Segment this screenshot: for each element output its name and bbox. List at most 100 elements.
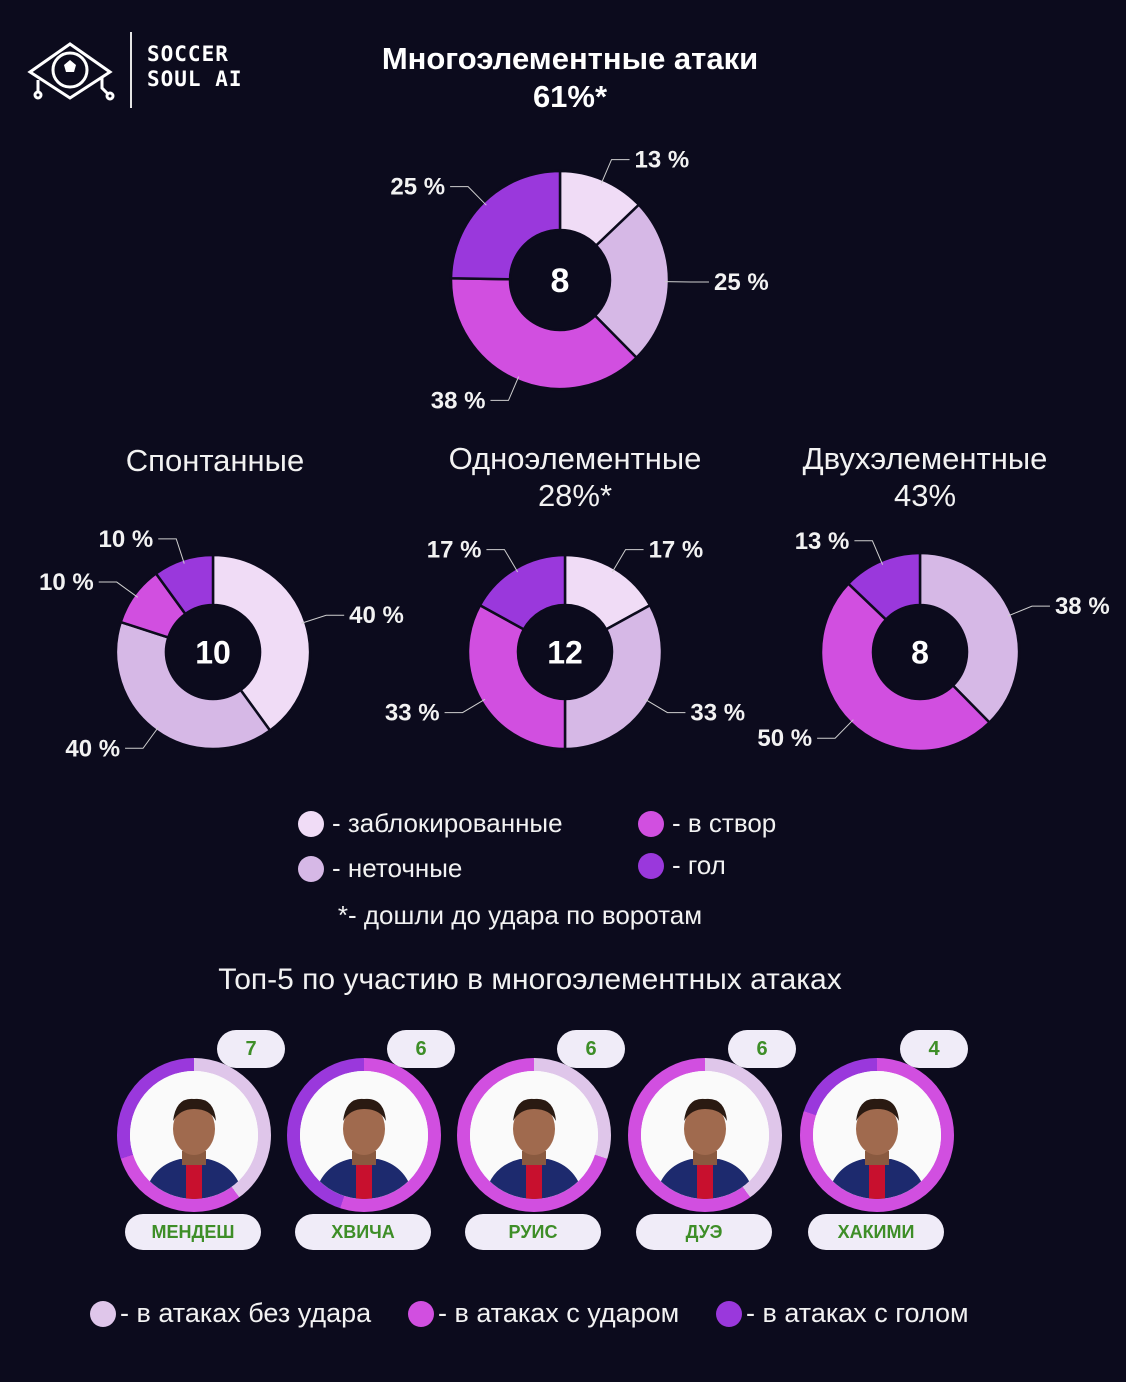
- donut-slice-0-2: [449, 277, 639, 391]
- slice-value-label: 10 %: [39, 569, 94, 596]
- legend-inaccurate: - неточные: [298, 853, 462, 884]
- legend-label: - в створ: [672, 808, 777, 838]
- logo: SOCCER SOUL AI: [22, 30, 272, 110]
- player-card: 6 РУИС: [457, 1030, 627, 1250]
- leader-line: [490, 376, 520, 401]
- slice-value-label: 38 %: [431, 387, 486, 414]
- chart-title-text: Спонтанные: [125, 443, 305, 478]
- player-name: ДУЭ: [636, 1214, 772, 1250]
- leader-line: [1007, 605, 1050, 617]
- chart-title-text: Одноэлементные: [448, 441, 702, 476]
- legend-dot-with-shot: [408, 1301, 434, 1327]
- leader-line: [600, 159, 630, 184]
- legend-dot-no-shot: [90, 1301, 116, 1327]
- player-name: ХАКИМИ: [808, 1214, 944, 1250]
- player-silhouette-icon: [641, 1071, 769, 1199]
- player-photo: [641, 1071, 769, 1199]
- donut-charts: 13 % 25 % 38 % 25 % 8 40 % 40 % 10 %10 % 10 17 % 3…: [39, 147, 1110, 763]
- legend-no-shot: - в атаках без удара: [90, 1298, 371, 1329]
- player-silhouette-icon: [813, 1071, 941, 1199]
- player-silhouette-icon: [130, 1071, 258, 1199]
- leader-line: [125, 726, 159, 749]
- slice-value-label: 17 %: [427, 537, 482, 564]
- slice-value-label: 17 %: [649, 537, 704, 564]
- legend-dot-inaccurate: [298, 856, 324, 882]
- donut-slice-0-1: [593, 202, 671, 360]
- main-title-percent: 61%*: [532, 79, 608, 114]
- top5-title: Топ-5 по участию в многоэлементных атака…: [218, 963, 842, 996]
- main-title-text: Многоэлементные атаки: [381, 41, 759, 76]
- soccer-ball-graduation-icon: [27, 42, 115, 101]
- donut-slice-2-2: [466, 603, 567, 751]
- legend-label: - гол: [672, 850, 726, 880]
- donut-slice-1-1: [114, 620, 272, 751]
- player-card: 4 ХАКИМИ: [800, 1030, 970, 1250]
- slice-value-label: 13 %: [795, 528, 850, 555]
- player-silhouette-icon: [470, 1071, 598, 1199]
- legend-blocked: - заблокированные: [298, 808, 563, 839]
- legend-label: - неточные: [332, 853, 463, 883]
- chart-subtitle-text: 43%: [893, 478, 957, 513]
- legend-with-shot: - в атаках с ударом: [408, 1298, 679, 1329]
- brand-line-1: SOCCER: [147, 42, 229, 66]
- slice-value-label: 25 %: [390, 174, 445, 201]
- chart-title-text: Двухэлементные: [802, 441, 1048, 476]
- player-photo: [470, 1071, 598, 1199]
- player-count-badge: 6: [557, 1030, 625, 1068]
- leader-line: [854, 540, 884, 565]
- slice-value-label: 33 %: [690, 700, 745, 727]
- player-card: 6 ХВИЧА: [287, 1030, 457, 1250]
- donut-slice-1-0: [211, 553, 312, 733]
- donut-slice-3-2: [846, 551, 922, 622]
- leader-line: [301, 614, 345, 624]
- slice-value-label: 38 %: [1055, 593, 1110, 620]
- player-card: 6 ДУЭ: [628, 1030, 798, 1250]
- leader-line: [611, 549, 644, 573]
- chart-title-spontaneous: Спонтанные: [60, 442, 370, 479]
- player-photo: [130, 1071, 258, 1199]
- donut-center-value: 8: [911, 635, 929, 671]
- legend-label: - в атаках с ударом: [438, 1298, 680, 1328]
- legend-on-target: - в створ: [638, 808, 776, 839]
- legend-dot-with-goal: [716, 1301, 742, 1327]
- player-count-badge: 7: [217, 1030, 285, 1068]
- donut-slice-0-3: [449, 169, 562, 281]
- chart-subtitle-text: 28%*: [537, 478, 613, 513]
- donut-center-value: 10: [195, 635, 231, 671]
- player-photo: [813, 1071, 941, 1199]
- slice-value-label: 10 %: [99, 526, 154, 553]
- player-name: РУИС: [465, 1214, 601, 1250]
- donut-slice-2-3: [478, 553, 567, 632]
- legend-label: - в атаках с голом: [746, 1298, 969, 1328]
- main-chart-title: Многоэлементные атаки 61%*: [300, 40, 840, 116]
- leader-line: [158, 538, 185, 564]
- legend-dot-on-target: [638, 811, 664, 837]
- donut-slice-2-1: [563, 603, 664, 751]
- donut-slice-3-1: [819, 581, 992, 753]
- leader-line: [98, 581, 139, 598]
- brand-name: SOCCER SOUL AI: [147, 42, 243, 92]
- legend-dot-goal: [638, 853, 664, 879]
- player-count-badge: 4: [900, 1030, 968, 1068]
- slice-value-label: 13 %: [635, 147, 690, 174]
- legend-goal: - гол: [638, 850, 726, 881]
- donut-center-value: 12: [547, 635, 583, 671]
- player-name: МЕНДЕШ: [125, 1214, 261, 1250]
- brand-line-2: SOUL AI: [147, 67, 243, 91]
- donut-slice-1-3: [154, 553, 215, 616]
- legend-label: - заблокированные: [332, 808, 563, 838]
- chart-title-single: Одноэлементные 28%*: [400, 440, 750, 514]
- slice-value-label: 25 %: [714, 269, 769, 296]
- leader-line: [486, 549, 519, 573]
- donut-slice-3-0: [918, 551, 1021, 725]
- leader-line: [450, 186, 487, 206]
- legend-dot-blocked: [298, 811, 324, 837]
- player-card: 7 МЕНДЕШ: [117, 1030, 287, 1250]
- leader-line: [817, 719, 854, 739]
- leader-line: [444, 698, 486, 714]
- player-photo: [300, 1071, 428, 1199]
- player-count-badge: 6: [728, 1030, 796, 1068]
- legend-with-goal: - в атаках с голом: [716, 1298, 969, 1329]
- slice-value-label: 40 %: [349, 602, 404, 629]
- donut-center-value: 8: [551, 262, 570, 300]
